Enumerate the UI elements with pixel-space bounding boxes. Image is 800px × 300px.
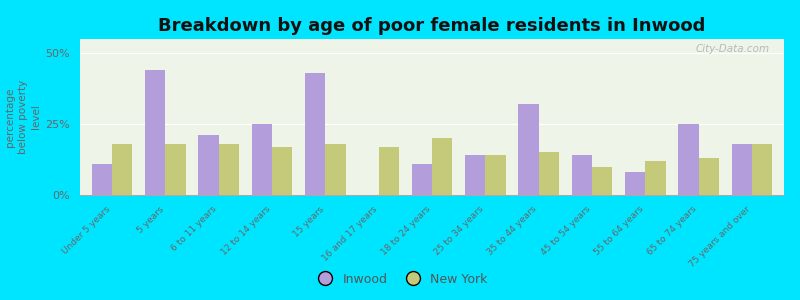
Y-axis label: percentage
below poverty
level: percentage below poverty level xyxy=(5,80,42,154)
Bar xyxy=(732,144,752,195)
Bar xyxy=(326,144,346,195)
Title: Breakdown by age of poor female residents in Inwood: Breakdown by age of poor female resident… xyxy=(158,17,706,35)
Bar xyxy=(305,73,326,195)
Bar xyxy=(378,147,399,195)
Bar xyxy=(112,144,132,195)
Bar xyxy=(646,161,666,195)
Bar xyxy=(518,104,538,195)
Bar xyxy=(272,147,292,195)
Bar xyxy=(625,172,646,195)
Bar xyxy=(678,124,698,195)
Bar xyxy=(218,144,239,195)
Bar xyxy=(92,164,112,195)
Bar xyxy=(432,138,452,195)
Bar xyxy=(198,135,218,195)
Legend: Inwood, New York: Inwood, New York xyxy=(307,268,493,291)
Text: City-Data.com: City-Data.com xyxy=(696,44,770,54)
Bar xyxy=(538,152,559,195)
Bar xyxy=(592,167,612,195)
Bar xyxy=(252,124,272,195)
Bar xyxy=(145,70,166,195)
Bar xyxy=(412,164,432,195)
Bar xyxy=(166,144,186,195)
Bar xyxy=(465,155,486,195)
Bar xyxy=(698,158,719,195)
Bar xyxy=(486,155,506,195)
Bar xyxy=(752,144,772,195)
Bar xyxy=(572,155,592,195)
